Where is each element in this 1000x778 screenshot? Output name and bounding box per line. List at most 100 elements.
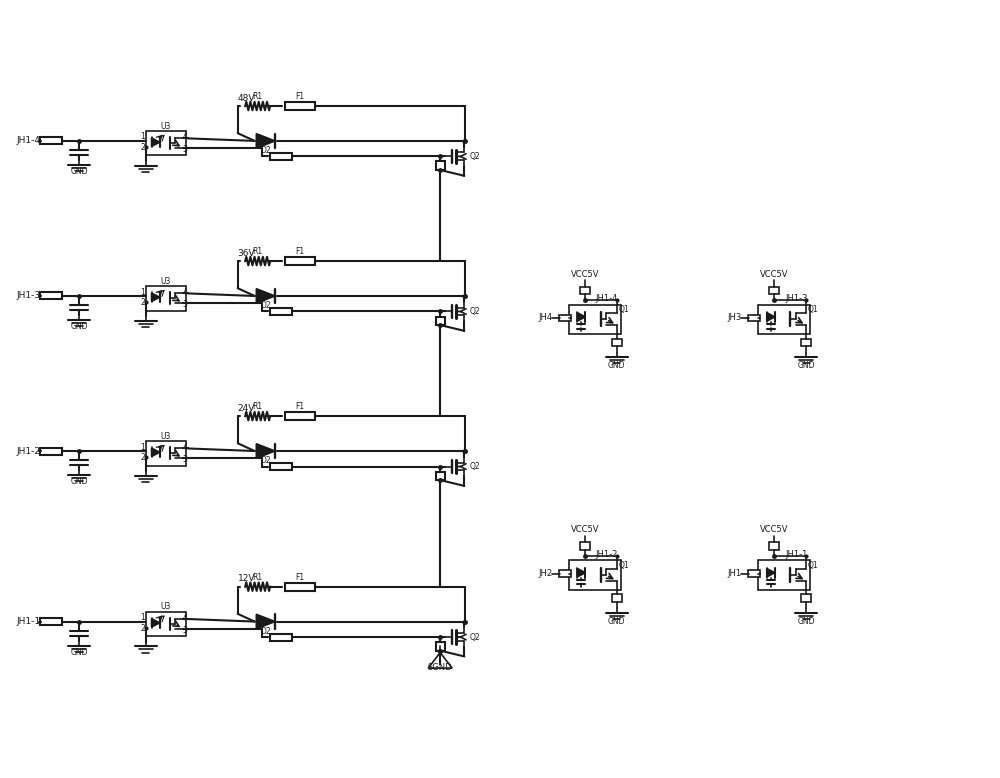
Text: D2: D2 (260, 457, 271, 465)
Text: GND: GND (797, 361, 815, 370)
Text: F1: F1 (295, 573, 304, 582)
Text: 1: 1 (140, 132, 145, 142)
Bar (270, 308, 292, 315)
Text: 1: 1 (140, 288, 145, 296)
Text: 1: 1 (140, 613, 145, 622)
Bar (146, 131, 186, 156)
Text: Q2: Q2 (469, 633, 480, 642)
Text: 1: 1 (140, 443, 145, 451)
Text: VCC5V: VCC5V (760, 270, 788, 279)
Text: Q1: Q1 (618, 305, 629, 314)
Text: GND: GND (70, 478, 88, 486)
Text: U3: U3 (161, 432, 171, 440)
Bar (146, 286, 186, 310)
Bar (270, 463, 292, 470)
Text: 12V: 12V (238, 574, 255, 584)
Text: 4: 4 (182, 613, 187, 622)
Text: GND: GND (608, 617, 625, 626)
Text: GND: GND (608, 361, 625, 370)
Text: 3: 3 (182, 626, 187, 635)
Text: Q2: Q2 (469, 152, 480, 161)
Text: 2: 2 (140, 624, 145, 633)
Text: R1: R1 (253, 92, 263, 101)
Bar (40, 138, 62, 145)
Text: U3: U3 (161, 121, 171, 131)
Text: JH1-2: JH1-2 (596, 549, 618, 559)
Text: R1: R1 (253, 573, 263, 582)
Text: R1: R1 (253, 402, 263, 411)
Polygon shape (256, 289, 275, 303)
Text: JH1-3: JH1-3 (16, 292, 40, 300)
Text: 2: 2 (140, 143, 145, 152)
Bar (801, 338, 811, 346)
Text: JH4: JH4 (538, 314, 552, 322)
Bar (758, 560, 810, 590)
Polygon shape (152, 448, 160, 457)
Text: JH1: JH1 (727, 569, 741, 578)
Polygon shape (152, 619, 160, 627)
Text: F1: F1 (295, 402, 304, 411)
Text: D2: D2 (260, 627, 271, 636)
Bar (285, 583, 315, 591)
Text: 36V: 36V (238, 249, 255, 258)
Polygon shape (256, 134, 275, 148)
Text: 2: 2 (140, 298, 145, 307)
Bar (40, 618, 62, 625)
Text: JH1-4: JH1-4 (16, 136, 40, 145)
Text: F1: F1 (295, 92, 304, 101)
Text: U3: U3 (161, 277, 171, 286)
Text: VCC5V: VCC5V (571, 270, 599, 279)
Text: JH3: JH3 (727, 314, 742, 322)
Bar (40, 293, 62, 300)
Text: GND: GND (797, 617, 815, 626)
Bar (285, 102, 315, 110)
Text: 3: 3 (182, 300, 187, 309)
Bar (40, 447, 62, 454)
Bar (270, 633, 292, 640)
Text: 48V: 48V (238, 93, 255, 103)
Polygon shape (152, 293, 160, 301)
Bar (436, 162, 445, 170)
Text: JH1-1: JH1-1 (16, 617, 40, 626)
Polygon shape (152, 138, 160, 146)
Bar (285, 258, 315, 265)
Polygon shape (256, 443, 275, 458)
Text: U3: U3 (161, 602, 171, 612)
Text: D2: D2 (260, 146, 271, 156)
Text: 24V: 24V (238, 404, 255, 412)
Text: JH1-2: JH1-2 (16, 447, 40, 455)
Bar (748, 314, 760, 321)
Text: D2: D2 (260, 301, 271, 310)
Polygon shape (256, 615, 275, 629)
Bar (436, 642, 445, 650)
Bar (559, 570, 571, 576)
Text: 3: 3 (182, 455, 187, 464)
Text: Q1: Q1 (618, 561, 629, 569)
Bar (436, 471, 445, 480)
Bar (580, 542, 590, 550)
Text: Q1: Q1 (808, 561, 818, 569)
Bar (580, 286, 590, 294)
Text: R1: R1 (253, 247, 263, 256)
Text: VCC5V: VCC5V (760, 525, 788, 534)
Bar (569, 304, 621, 334)
Text: F1: F1 (295, 247, 304, 256)
Bar (146, 441, 186, 465)
Text: JH1-1: JH1-1 (785, 549, 808, 559)
Bar (436, 317, 445, 325)
Polygon shape (767, 569, 775, 577)
Bar (270, 153, 292, 160)
Polygon shape (767, 313, 775, 321)
Text: 4: 4 (182, 288, 187, 296)
Text: VCC5V: VCC5V (571, 525, 599, 534)
Text: GND: GND (70, 648, 88, 657)
Text: Q2: Q2 (469, 307, 480, 316)
Text: JH1-3: JH1-3 (785, 294, 808, 303)
Bar (801, 594, 811, 602)
Bar (612, 594, 622, 602)
Text: 4: 4 (182, 132, 187, 142)
Text: Q1: Q1 (808, 305, 818, 314)
Polygon shape (577, 569, 585, 577)
Bar (146, 612, 186, 636)
Text: GND: GND (70, 167, 88, 177)
